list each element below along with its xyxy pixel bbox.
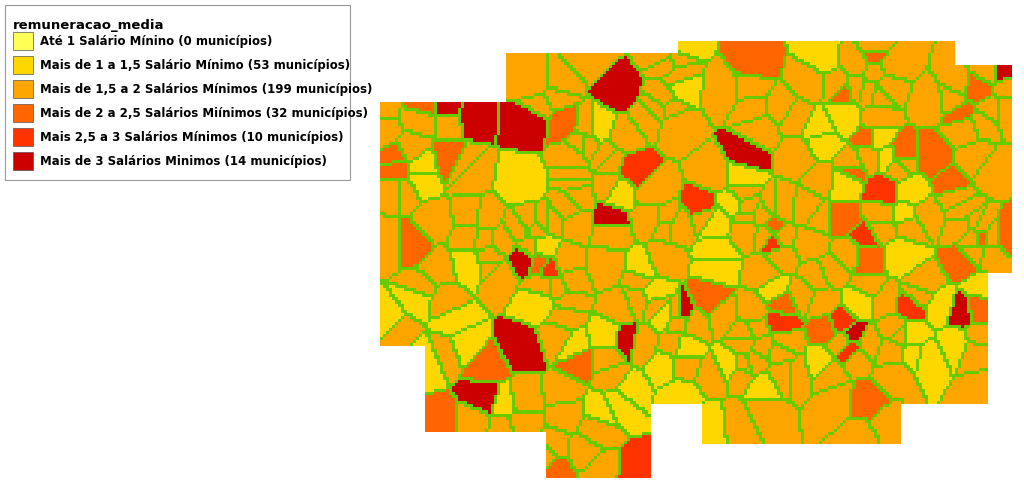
Bar bbox=[5, 5, 350, 180]
Bar bbox=[13, 128, 33, 146]
Bar bbox=[13, 56, 33, 74]
Text: Mais de 3 Salários Minimos (14 municípios): Mais de 3 Salários Minimos (14 município… bbox=[40, 155, 327, 167]
Text: Mais de 1 a 1,5 Salário Mínimo (53 municípios): Mais de 1 a 1,5 Salário Mínimo (53 munic… bbox=[40, 59, 350, 72]
Bar bbox=[13, 104, 33, 122]
Text: remuneracao_media: remuneracao_media bbox=[13, 19, 165, 32]
Bar bbox=[13, 32, 33, 50]
Text: Até 1 Salário Mínino (0 municípios): Até 1 Salário Mínino (0 municípios) bbox=[40, 34, 272, 48]
Bar bbox=[13, 80, 33, 98]
Bar bbox=[13, 152, 33, 170]
Text: Mais de 2 a 2,5 Salários Miínimos (32 municípios): Mais de 2 a 2,5 Salários Miínimos (32 mu… bbox=[40, 106, 368, 119]
Text: Mais 2,5 a 3 Salários Mínimos (10 municípios): Mais 2,5 a 3 Salários Mínimos (10 municí… bbox=[40, 131, 343, 144]
Text: Mais de 1,5 a 2 Salários Mínimos (199 municípios): Mais de 1,5 a 2 Salários Mínimos (199 mu… bbox=[40, 83, 373, 95]
